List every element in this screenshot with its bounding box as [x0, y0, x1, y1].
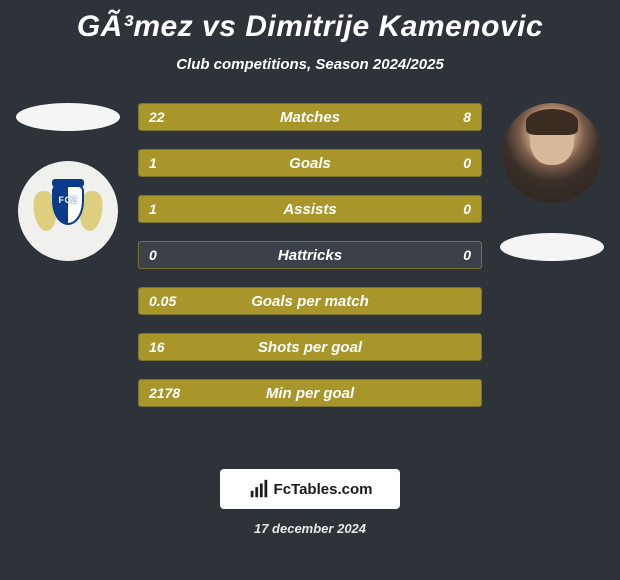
- player-right-column: [492, 103, 612, 261]
- footer-date: 17 december 2024: [0, 521, 620, 536]
- stat-row: 0.05Goals per match: [138, 287, 482, 315]
- stat-bars: 228Matches 10Goals 10Assists 00Hattricks 0.0…: [138, 103, 482, 425]
- stat-row: 00Hattricks: [138, 241, 482, 269]
- bar-chart-icon: [248, 478, 270, 500]
- stat-row: 10Goals: [138, 149, 482, 177]
- player-left-club-badge: FCZ: [18, 161, 118, 261]
- stat-label: Min per goal: [139, 380, 481, 406]
- stat-label: Assists: [139, 196, 481, 222]
- stat-row: 228Matches: [138, 103, 482, 131]
- brand-badge[interactable]: FcTables.com: [220, 469, 400, 509]
- stat-row: 10Assists: [138, 195, 482, 223]
- comparison-area: FCZ 228Matches 10Goals 10Assists 00Hattrick…: [0, 103, 620, 463]
- stat-label: Goals: [139, 150, 481, 176]
- stat-label: Shots per goal: [139, 334, 481, 360]
- fcz-crest-icon: FCZ: [38, 175, 98, 247]
- player-right-club-placeholder: [500, 233, 604, 261]
- brand-text: FcTables.com: [274, 481, 373, 498]
- page-subtitle: Club competitions, Season 2024/2025: [0, 56, 620, 73]
- stat-row: 16Shots per goal: [138, 333, 482, 361]
- player-left-avatar-placeholder: [16, 103, 120, 131]
- crest-text: FCZ: [38, 195, 98, 205]
- player-right-avatar: [502, 103, 602, 203]
- stat-label: Hattricks: [139, 242, 481, 268]
- player-left-column: FCZ: [8, 103, 128, 261]
- stat-label: Matches: [139, 104, 481, 130]
- stat-row: 2178Min per goal: [138, 379, 482, 407]
- stat-label: Goals per match: [139, 288, 481, 314]
- page-title: GÃ³mez vs Dimitrije Kamenovic: [0, 0, 620, 44]
